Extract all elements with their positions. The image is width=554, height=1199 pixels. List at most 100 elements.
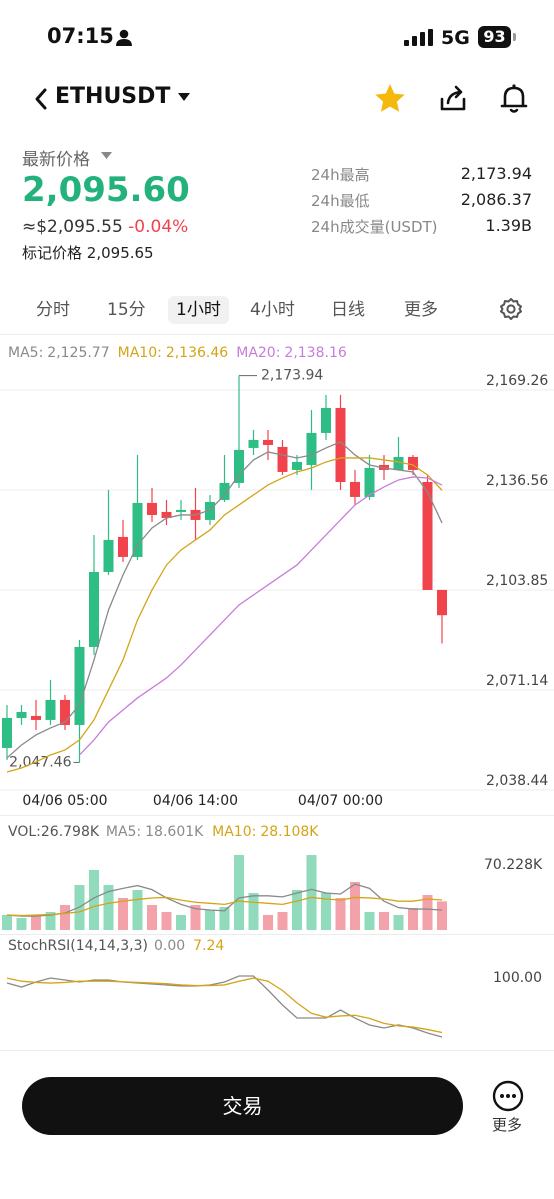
timeframe-tab-selected[interactable]: 1小时 [168, 296, 229, 324]
last-price-label[interactable]: 最新价格 [22, 150, 90, 170]
stat-label: 24h最低 [311, 192, 370, 210]
favorite-star[interactable] [373, 82, 407, 114]
legend-name: MA20: [236, 345, 280, 361]
y-tick-label: 2,071.14 [486, 673, 548, 689]
legend-entry: MA5: 18.601K [106, 824, 204, 840]
usd-value: ≈$2,095.55 [22, 217, 123, 237]
stat-value: 2,086.37 [460, 190, 532, 209]
volume-bar [263, 914, 273, 930]
volume-bar [292, 890, 302, 930]
indicator-line [6, 883, 443, 917]
y-tick-label: 2,038.44 [486, 773, 548, 789]
candle-body [103, 539, 114, 572]
volume-bar [205, 909, 215, 930]
candle-body [205, 501, 215, 520]
back-button[interactable] [33, 87, 49, 111]
volume-bar [248, 892, 259, 930]
person-icon [116, 29, 132, 46]
y-tick-label: 2,103.85 [486, 573, 548, 589]
candle-body [132, 502, 143, 557]
candle-body [292, 461, 302, 470]
volume-bar [31, 914, 41, 930]
legend-value: 26.798K [41, 824, 100, 840]
candle-body [408, 456, 418, 470]
legend-value: 18.601K [145, 824, 204, 840]
y-tick-label: 2,136.56 [486, 473, 548, 489]
candle-body [74, 646, 85, 725]
legend-value: 0.00 [154, 938, 185, 954]
volume-bar [408, 908, 418, 930]
candle-body [176, 509, 186, 512]
volume-bar [190, 904, 201, 930]
trade-button[interactable]: 交易 [22, 1077, 463, 1135]
stat-label: 24h最高 [311, 166, 370, 184]
legend-entry: MA10: 28.108K [212, 824, 319, 840]
legend-name: MA10: [212, 824, 256, 840]
timeframe-tab[interactable]: 4小时 [250, 300, 295, 320]
candle-body [16, 711, 27, 718]
candle-body [263, 439, 273, 445]
symbol[interactable]: ETHUSDT [55, 84, 171, 109]
candle-body [321, 407, 331, 433]
max-label: 2,173.94 [261, 368, 323, 384]
candle-body [31, 715, 41, 720]
legend-value: 2,125.77 [47, 345, 109, 361]
timeframe-tab[interactable]: 分时 [36, 300, 70, 320]
legend-name: MA5: [8, 345, 43, 361]
alert-bell[interactable] [498, 82, 530, 114]
signal-icon [404, 29, 433, 46]
legend-value: 7.24 [193, 938, 224, 954]
candle-body [248, 439, 259, 448]
volume-bar [89, 870, 99, 930]
symbol-caret[interactable] [178, 93, 190, 102]
stat-value: 2,173.94 [460, 164, 532, 183]
legend-name: MA5: [106, 824, 141, 840]
indicator-line [6, 441, 443, 759]
volume-bar [16, 917, 27, 930]
volume-bar [335, 898, 346, 930]
x-tick-label: 04/07 00:00 [298, 793, 383, 809]
volume-bar [350, 881, 360, 930]
indicator-line [6, 975, 443, 1038]
legend-entry: MA5: 2,125.77 [8, 345, 110, 361]
legend-head: StochRSI(14,14,3,3) [8, 938, 148, 954]
battery: 93 [478, 26, 511, 48]
legend-entry: 0.00 [154, 938, 185, 954]
timeframe-tab[interactable]: 15分 [107, 300, 146, 320]
candle-body [219, 482, 230, 500]
legend-entry: MA20: 2,138.16 [236, 345, 347, 361]
volume-bar [277, 912, 288, 930]
price-caret[interactable] [101, 152, 112, 160]
candle-body [2, 717, 12, 748]
more-icon[interactable] [492, 1080, 524, 1112]
y-tick-label: 70.228K [484, 857, 543, 873]
stat-value: 1.39B [485, 216, 532, 235]
volume-bar [60, 904, 70, 930]
settings-gear[interactable] [499, 297, 523, 321]
candle-body [277, 446, 288, 472]
timeframe-tab[interactable]: 日线 [331, 300, 365, 320]
timeframe-tab[interactable]: 更多 [404, 300, 438, 320]
candle-body [118, 536, 128, 557]
more-label[interactable]: 更多 [492, 1116, 523, 1134]
indicator-title: StochRSI(14,14,3,3) [8, 938, 148, 954]
clock: 07:15 [47, 24, 114, 48]
last-price: 2,095.60 [22, 170, 190, 210]
candle-body [45, 699, 56, 720]
network: 5G [441, 27, 470, 49]
volume-bar [321, 892, 331, 930]
volume-bar [132, 890, 143, 930]
share-button[interactable] [437, 82, 469, 114]
candle-body [350, 481, 360, 497]
candle-body [422, 481, 433, 590]
candle-body [393, 456, 404, 470]
volume-bar [219, 906, 230, 930]
volume-bar [393, 914, 404, 930]
mark-price-value: 2,095.65 [86, 244, 154, 262]
legend-name: MA10: [118, 345, 162, 361]
candle-body [60, 699, 70, 725]
legend-value: 2,136.46 [166, 345, 228, 361]
usd-price: ≈$2,095.55 -0.04% [22, 217, 188, 237]
volume-bar [161, 912, 172, 930]
indicator-line [79, 476, 443, 756]
